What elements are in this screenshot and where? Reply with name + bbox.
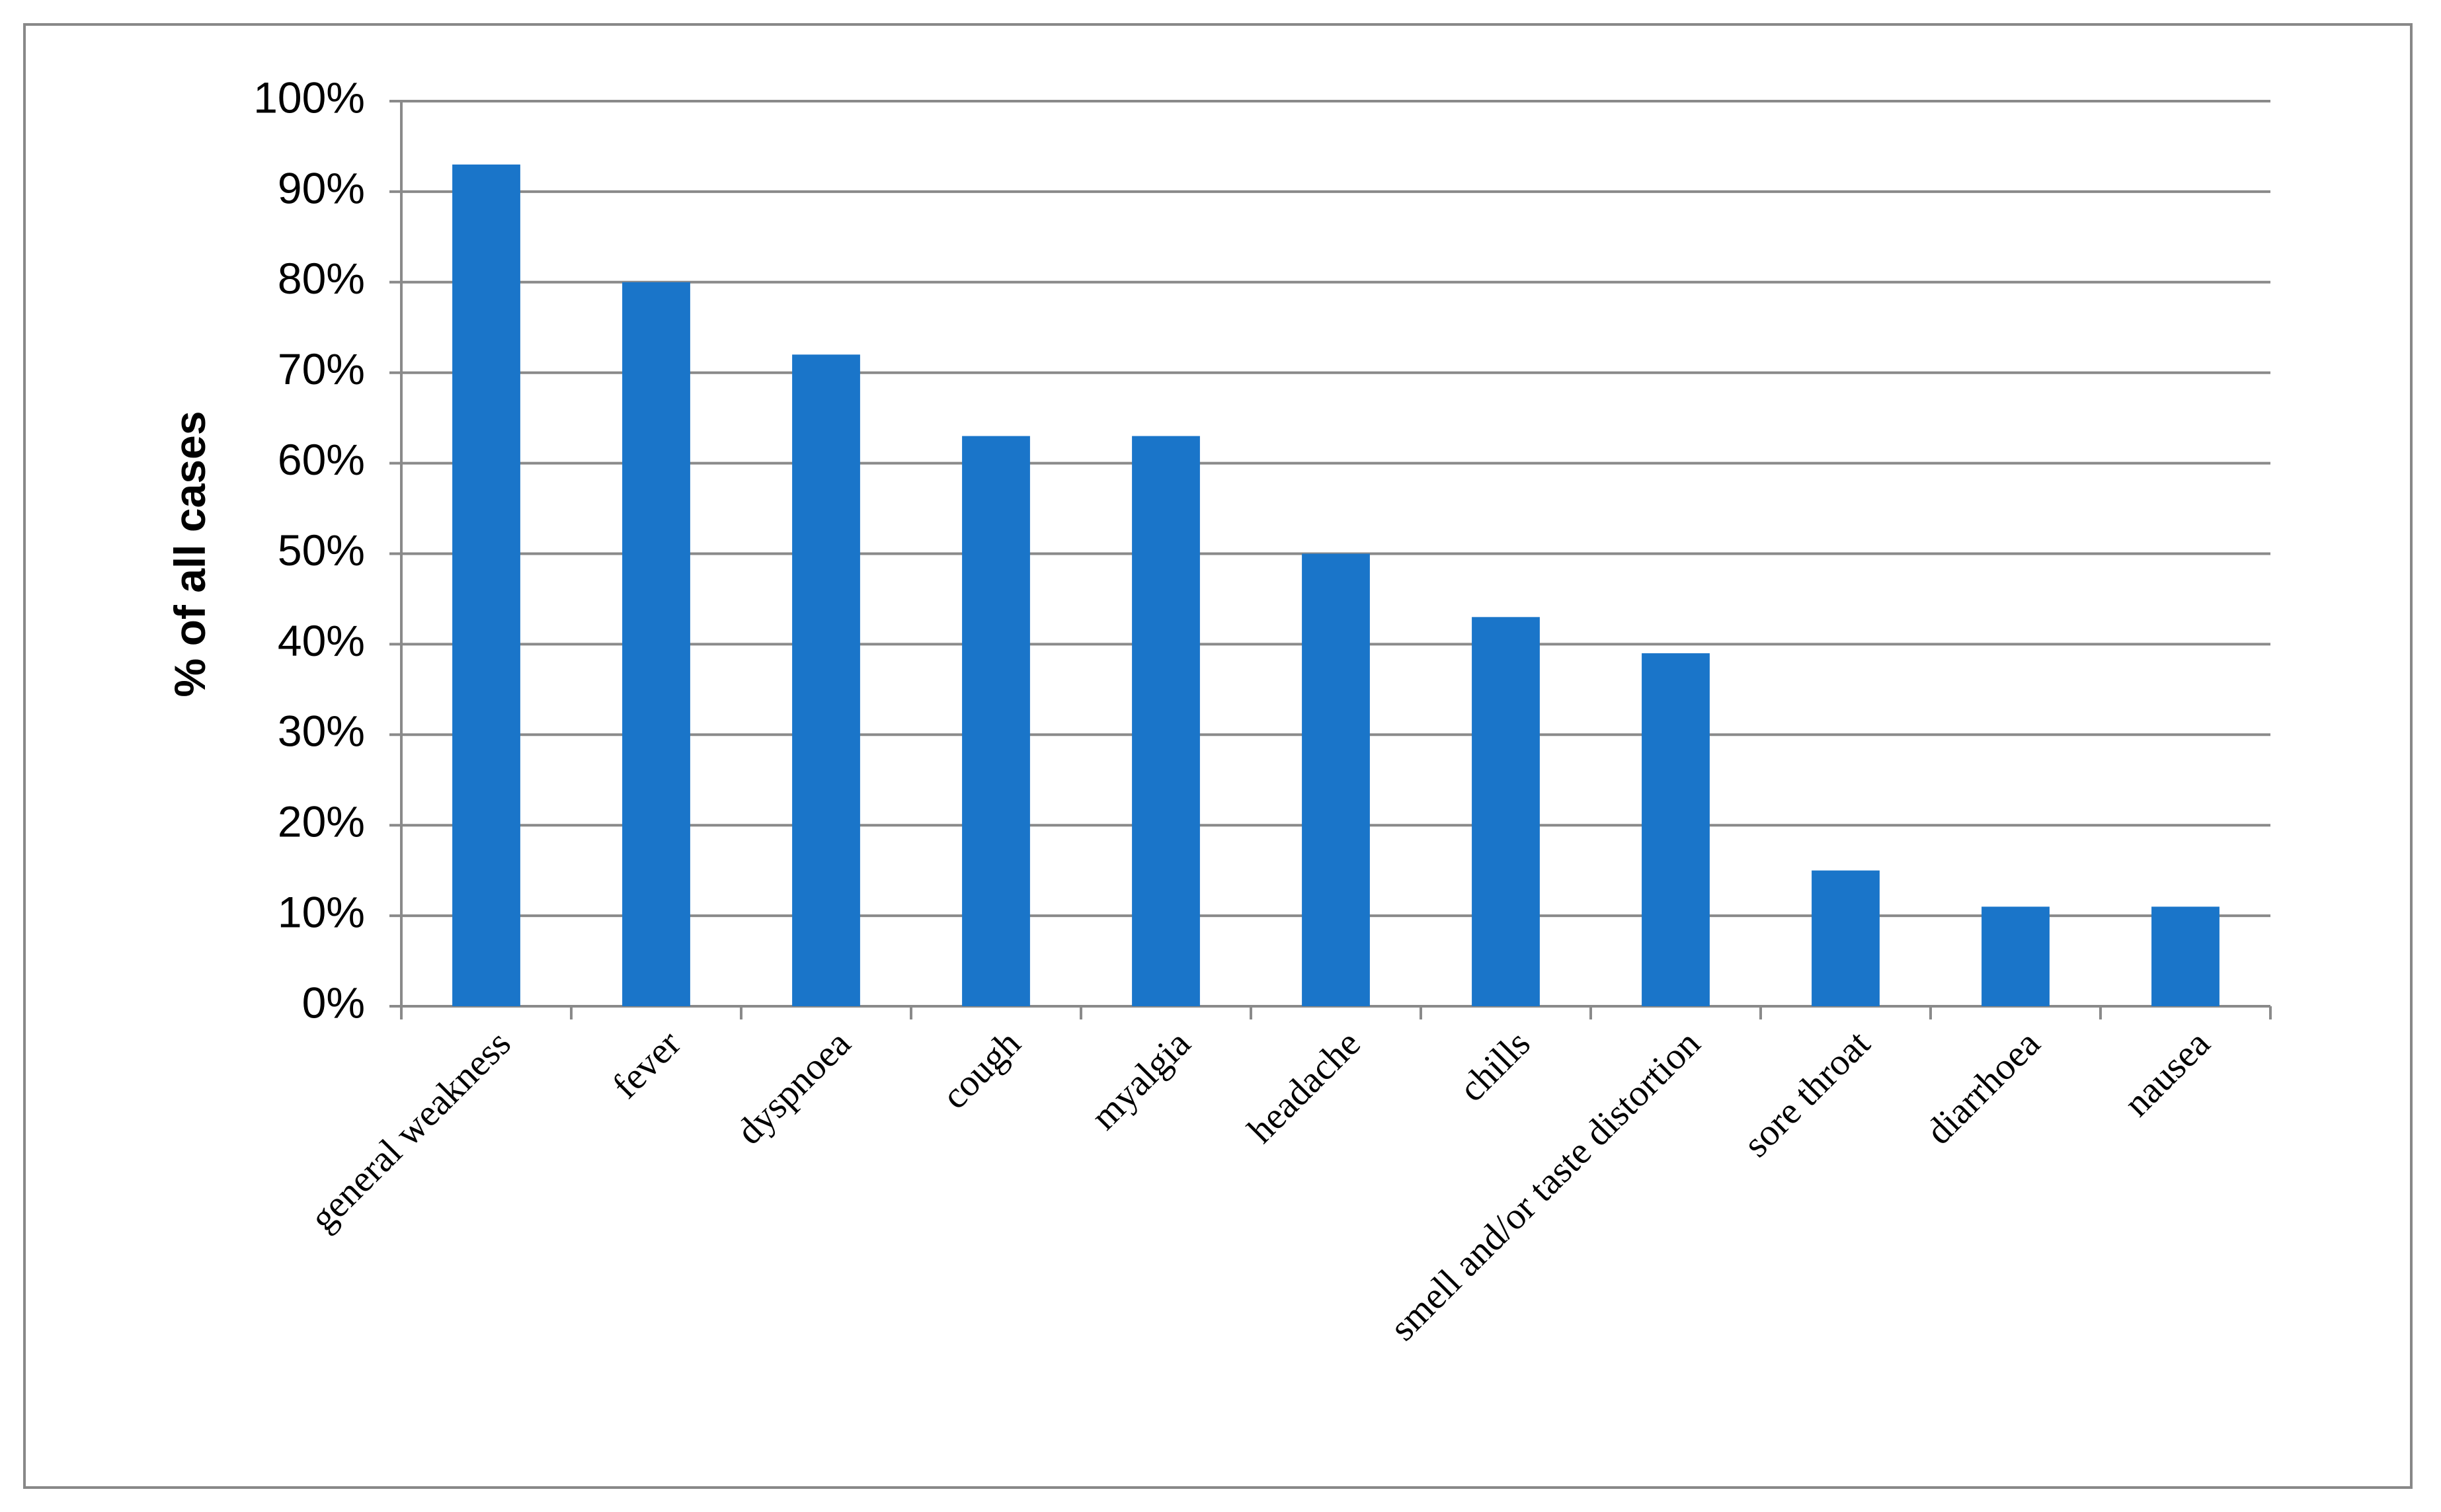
y-tick-label: 90% — [278, 163, 365, 212]
y-tick-label: 30% — [278, 707, 365, 756]
y-tick-label: 100% — [253, 73, 365, 122]
y-tick-label: 40% — [278, 616, 365, 665]
y-tick-label: 80% — [278, 254, 365, 303]
bar — [962, 436, 1030, 1006]
y-axis-title: % of all cases — [165, 411, 214, 697]
y-tick-label: 50% — [278, 526, 365, 575]
y-tick-label: 70% — [278, 344, 365, 393]
y-tick-label: 0% — [302, 978, 365, 1027]
y-tick-label: 20% — [278, 797, 365, 846]
chart-frame — [23, 23, 2413, 1489]
bar — [1302, 553, 1370, 1006]
bar — [452, 164, 520, 1007]
bar — [2151, 906, 2220, 1006]
bar — [1981, 906, 2050, 1006]
bar — [1132, 436, 1200, 1006]
bar — [1472, 617, 1540, 1006]
bar — [792, 354, 860, 1006]
y-tick-label: 10% — [278, 888, 365, 937]
bar — [1642, 653, 1710, 1006]
y-tick-label: 60% — [278, 435, 365, 484]
bar — [622, 282, 690, 1006]
bar — [1812, 870, 1880, 1006]
